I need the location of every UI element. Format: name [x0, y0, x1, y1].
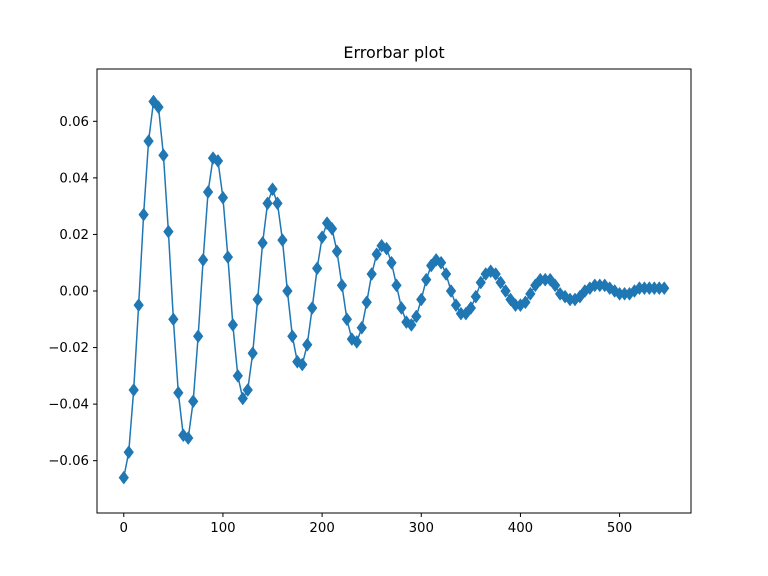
plot-layer [118, 94, 670, 485]
data-point [435, 255, 447, 270]
data-point [287, 329, 298, 344]
y-tick-label: 0.04 [59, 171, 89, 186]
data-point [277, 233, 288, 248]
data-point [133, 298, 144, 313]
data-point [500, 284, 511, 298]
data-point [173, 385, 184, 400]
data-point [336, 278, 348, 293]
data-point [416, 292, 427, 307]
x-tick-label: 300 [409, 521, 434, 536]
data-point [183, 431, 194, 445]
data-point [549, 278, 561, 293]
data-point [242, 383, 253, 397]
data-point [520, 295, 531, 310]
data-point [356, 320, 367, 335]
data-point [341, 312, 353, 327]
data-point [212, 153, 224, 168]
data-point [450, 298, 462, 313]
data-point [262, 196, 273, 211]
data-point [227, 318, 239, 332]
data-point [411, 309, 422, 324]
y-tick-label: 0.00 [59, 285, 89, 300]
data-point [659, 281, 670, 296]
data-point [202, 185, 214, 199]
y-tick-label: 0.06 [59, 115, 89, 130]
data-point [331, 244, 343, 259]
x-tick-label: 200 [309, 521, 334, 536]
data-point [158, 148, 169, 163]
y-tick-label: −0.02 [48, 341, 89, 356]
data-point [475, 275, 486, 290]
data-point [490, 267, 501, 281]
y-tick-label: −0.04 [48, 398, 89, 413]
data-point [197, 252, 209, 267]
x-tick-label: 500 [607, 521, 632, 536]
data-point [396, 301, 407, 315]
data-point [351, 334, 363, 349]
data-point [386, 255, 397, 270]
data-point [465, 301, 477, 315]
data-point [153, 100, 164, 115]
data-point [366, 267, 377, 281]
data-point [326, 221, 338, 236]
data-point [311, 261, 323, 276]
data-point [391, 278, 402, 293]
data-point [406, 318, 417, 332]
data-point [495, 275, 506, 290]
data-point [128, 383, 139, 397]
axes-layer: 0 100 200 300 400 500 −0.06 −0.04 −0.02 0.00 0.02 0… [48, 68, 692, 536]
data-point [192, 329, 204, 344]
data-point [505, 292, 516, 307]
x-tick-label: 0 [120, 521, 128, 536]
x-tick-label: 400 [508, 521, 533, 536]
data-point [316, 230, 328, 245]
data-point [232, 368, 244, 383]
data-point [282, 284, 293, 298]
chart-title: Errorbar plot [343, 43, 444, 62]
x-tick-label: 100 [210, 521, 235, 536]
data-point [163, 224, 174, 239]
data-point [222, 250, 234, 264]
data-point [188, 394, 199, 409]
data-point [123, 445, 134, 460]
data-point [470, 289, 481, 304]
data-point [168, 312, 179, 327]
data-point [297, 357, 308, 372]
data-point [440, 267, 452, 281]
data-point [361, 295, 372, 310]
data-point [371, 247, 382, 262]
data-point [257, 236, 268, 250]
y-tick-label: −0.06 [48, 454, 89, 469]
data-point [247, 346, 258, 361]
data-point [381, 241, 392, 256]
data-point [252, 292, 263, 307]
y-tick-label: 0.02 [59, 228, 89, 243]
data-point [525, 286, 536, 301]
data-point [307, 301, 318, 315]
data-point [445, 284, 457, 298]
data-point [118, 470, 129, 485]
data-point [267, 182, 278, 197]
data-point [237, 391, 248, 406]
data-point [302, 337, 313, 352]
data-point [143, 134, 154, 149]
data-point [217, 190, 229, 205]
data-point [272, 196, 283, 211]
data-point [138, 207, 149, 222]
data-point [421, 272, 432, 287]
